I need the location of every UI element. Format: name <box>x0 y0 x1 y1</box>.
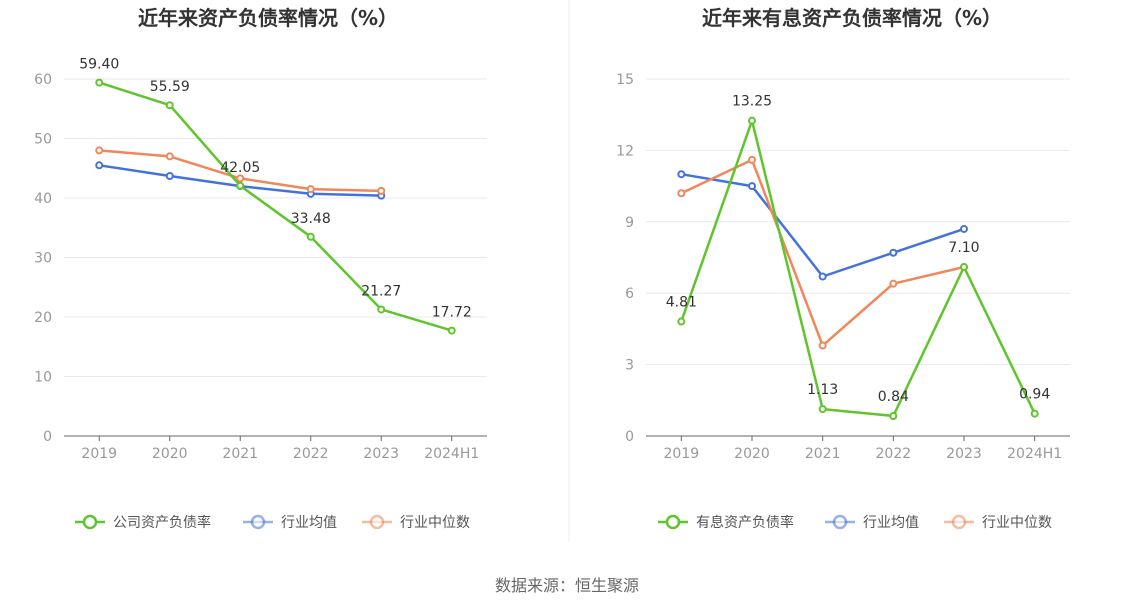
data-point-green <box>236 181 245 190</box>
y-tick-label: 9 <box>625 215 634 231</box>
data-point-blue <box>818 272 827 281</box>
legend-marker <box>665 514 681 530</box>
data-point-blue <box>165 171 174 180</box>
data-point-orange <box>306 185 315 194</box>
data-point-green <box>818 405 827 414</box>
data-point-blue <box>748 182 756 191</box>
x-tick-label: 2019 <box>664 446 700 462</box>
y-tick-label: 60 <box>34 72 52 88</box>
data-point-orange <box>818 341 827 350</box>
x-tick-label: 2022 <box>876 446 912 462</box>
data-point-orange <box>889 279 898 288</box>
data-label: 33.48 <box>291 211 331 227</box>
series-line-blue <box>681 172 965 278</box>
x-tick-label: 2023 <box>946 446 982 462</box>
series-line-green <box>680 119 1036 418</box>
legend-label: 行业均值 <box>863 515 919 531</box>
data-point-blue <box>889 248 898 257</box>
data-point-green <box>447 326 456 335</box>
series-line-orange <box>680 158 965 347</box>
legend-marker <box>951 514 967 530</box>
chart-title: 近年来资产负债率情况（%） <box>138 6 398 30</box>
data-point-green <box>889 412 898 421</box>
data-point-orange <box>95 146 104 155</box>
data-point-orange <box>236 174 245 183</box>
data-point-orange <box>165 152 174 161</box>
y-tick-label: 10 <box>34 370 52 386</box>
series-line-green <box>98 81 453 332</box>
data-label: 1.13 <box>807 382 838 398</box>
x-tick-label: 2024H1 <box>424 446 479 462</box>
data-point-green <box>748 116 756 125</box>
legend-item-blue: 行业均值 <box>243 514 337 531</box>
x-tick-label: 2021 <box>805 446 841 462</box>
x-tick-label: 2023 <box>363 446 399 462</box>
legend-item-orange: 行业中位数 <box>362 514 470 531</box>
data-point-green <box>960 263 968 272</box>
x-tick-label: 2020 <box>734 446 770 462</box>
y-tick-label: 0 <box>625 429 634 445</box>
data-label: 55.59 <box>150 79 190 95</box>
legend-item-green: 有息资产负债率 <box>658 514 794 531</box>
data-label: 13.25 <box>732 94 772 110</box>
data-point-orange <box>677 189 686 198</box>
x-tick-label: 2021 <box>222 446 258 462</box>
legend-marker <box>832 514 848 530</box>
chart-panel-interest-bearing-debt-ratio: 近年来有息资产负债率情况（%） 0 3 6 9 12 15 2019 2020 2021 2022 2… <box>616 6 1070 531</box>
data-label: 17.72 <box>432 305 472 321</box>
data-point-orange <box>377 186 386 195</box>
y-tick-label: 0 <box>43 429 52 445</box>
x-tick-label: 2019 <box>81 446 117 462</box>
y-tick-label: 6 <box>625 286 634 302</box>
legend-label: 行业中位数 <box>982 515 1052 531</box>
legend-item-blue: 行业均值 <box>825 514 919 531</box>
legend-marker <box>250 514 266 530</box>
legend-marker <box>369 514 385 530</box>
legend-label: 行业均值 <box>281 515 337 531</box>
data-point-blue <box>95 161 104 170</box>
y-tick-label: 30 <box>34 251 52 267</box>
data-point-orange <box>748 155 756 164</box>
data-point-green <box>306 232 315 241</box>
data-point-green <box>677 317 686 326</box>
data-point-green <box>165 101 174 110</box>
data-point-blue <box>677 170 686 179</box>
y-tick-label: 40 <box>34 191 52 207</box>
data-label: 0.84 <box>878 389 909 405</box>
y-tick-label: 20 <box>34 310 52 326</box>
legend-label: 公司资产负债率 <box>113 514 211 531</box>
y-tick-label: 50 <box>34 132 52 148</box>
y-tick-label: 15 <box>616 72 634 88</box>
x-tick-label: 2024H1 <box>1007 446 1062 462</box>
data-label: 7.10 <box>948 240 979 256</box>
y-tick-label: 3 <box>625 358 634 374</box>
source-note: 数据来源：恒生聚源 <box>495 576 639 595</box>
data-label: 4.81 <box>666 295 697 311</box>
legend-marker <box>82 514 98 530</box>
legend-item-green: 公司资产负债率 <box>75 514 211 531</box>
data-label: 59.40 <box>79 57 119 73</box>
legend-item-orange: 行业中位数 <box>944 514 1052 531</box>
legend-label: 有息资产负债率 <box>696 514 794 531</box>
chart-title: 近年来有息资产负债率情况（%） <box>702 6 1002 30</box>
data-label: 21.27 <box>361 283 401 299</box>
data-point-green <box>377 305 386 314</box>
data-label: 0.94 <box>1019 387 1050 403</box>
x-tick-label: 2022 <box>293 446 329 462</box>
data-point-green <box>95 78 104 87</box>
legend-label: 行业中位数 <box>400 515 470 531</box>
data-point-green <box>1030 409 1039 418</box>
y-tick-label: 12 <box>616 143 634 159</box>
chart-panel-debt-ratio: 近年来资产负债率情况（%） 0 10 20 30 40 50 60 2019 2020 2021 20… <box>34 6 487 531</box>
data-label: 42.05 <box>220 160 260 176</box>
data-point-blue <box>960 224 968 233</box>
x-tick-label: 2020 <box>152 446 188 462</box>
